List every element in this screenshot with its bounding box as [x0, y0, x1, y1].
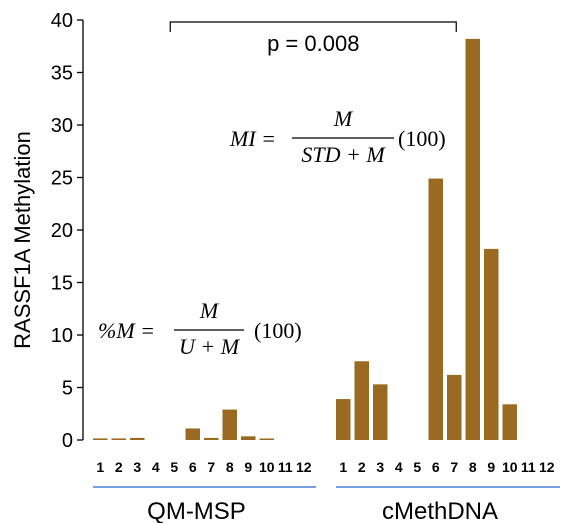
- bar: [336, 399, 351, 440]
- bar: [130, 437, 145, 440]
- x-tick-label: 4: [395, 459, 403, 475]
- y-axis: 0 5 10 15 20 25 30 35 40: [51, 10, 84, 452]
- x-tick-label: 7: [207, 459, 215, 475]
- y-tick-label: 25: [51, 168, 73, 190]
- x-tick-label: 10: [259, 459, 275, 475]
- x-tick-label: 3: [376, 459, 384, 475]
- x-tick-label: 11: [521, 459, 536, 475]
- formula-percent-m-numerator: M: [199, 298, 220, 323]
- bar: [465, 38, 480, 441]
- bar: [93, 438, 108, 440]
- group-label: cMethDNA: [382, 498, 498, 523]
- bar: [111, 438, 126, 440]
- formula-percent-m-denominator: U + M: [179, 334, 241, 359]
- x-tick-label: 12: [296, 459, 312, 475]
- bar: [241, 436, 256, 440]
- x-tick-label: 6: [189, 459, 197, 475]
- bar: [428, 178, 443, 441]
- bars: [93, 38, 517, 441]
- bracket-line: [169, 21, 457, 32]
- significance-bracket: p = 0.008: [169, 21, 457, 56]
- y-tick-label: 40: [51, 10, 73, 32]
- bar: [484, 248, 499, 440]
- formula-percent-m: %M = M U + M (100): [98, 298, 302, 359]
- y-tick-label: 0: [62, 430, 73, 452]
- x-tick-labels: 1 2 3 4 5 6 7 8 9 10 11 12 1 2 3 4 5 6 7 8 9 10 11 12: [96, 459, 554, 475]
- formula-mi-numerator: M: [333, 106, 354, 131]
- x-tick-label: 3: [133, 459, 141, 475]
- formula-percent-m-lhs: %M =: [98, 318, 155, 343]
- x-tick-label: 2: [115, 459, 123, 475]
- x-tick-label: 9: [487, 459, 495, 475]
- bar: [204, 437, 219, 440]
- x-tick-label: 12: [539, 459, 555, 475]
- bar: [373, 384, 388, 440]
- x-tick-label: 11: [278, 459, 293, 475]
- x-tick-label: 8: [469, 459, 477, 475]
- bar: [354, 361, 369, 440]
- y-tick-label: 15: [51, 273, 73, 295]
- y-tick-label: 30: [51, 115, 73, 137]
- x-tick-label: 6: [432, 459, 440, 475]
- x-tick-label: 9: [244, 459, 252, 475]
- x-tick-label: 5: [170, 459, 178, 475]
- x-tick-label: 8: [226, 459, 234, 475]
- y-axis-label: RASSF1A Methylation: [10, 131, 35, 349]
- x-tick-label: 1: [96, 459, 104, 475]
- formula-mi-lhs: MI =: [229, 126, 276, 151]
- x-tick-label: 10: [502, 459, 518, 475]
- y-tick-label: 35: [51, 63, 73, 85]
- bar: [502, 404, 517, 440]
- p-value-label: p = 0.008: [267, 31, 359, 56]
- group-label: QM-MSP: [147, 498, 246, 523]
- x-tick-label: 4: [152, 459, 160, 475]
- formula-mi-denominator: STD + M: [301, 142, 386, 167]
- group-labels: QM-MSP cMethDNA: [93, 486, 560, 523]
- x-tick-label: 7: [450, 459, 458, 475]
- formula-percent-m-factor: (100): [254, 318, 302, 343]
- y-tick-label: 20: [51, 220, 73, 242]
- y-tick-label: 5: [62, 378, 73, 400]
- y-tick-label: 10: [51, 325, 73, 347]
- formula-mi: MI = M STD + M (100): [229, 106, 446, 167]
- formula-mi-factor: (100): [398, 126, 446, 151]
- x-tick-label: 1: [339, 459, 347, 475]
- bar: [222, 409, 237, 440]
- x-tick-label: 5: [413, 459, 421, 475]
- x-tick-label: 2: [358, 459, 366, 475]
- bar: [447, 374, 462, 440]
- bar: [185, 428, 200, 440]
- bar: [259, 438, 274, 440]
